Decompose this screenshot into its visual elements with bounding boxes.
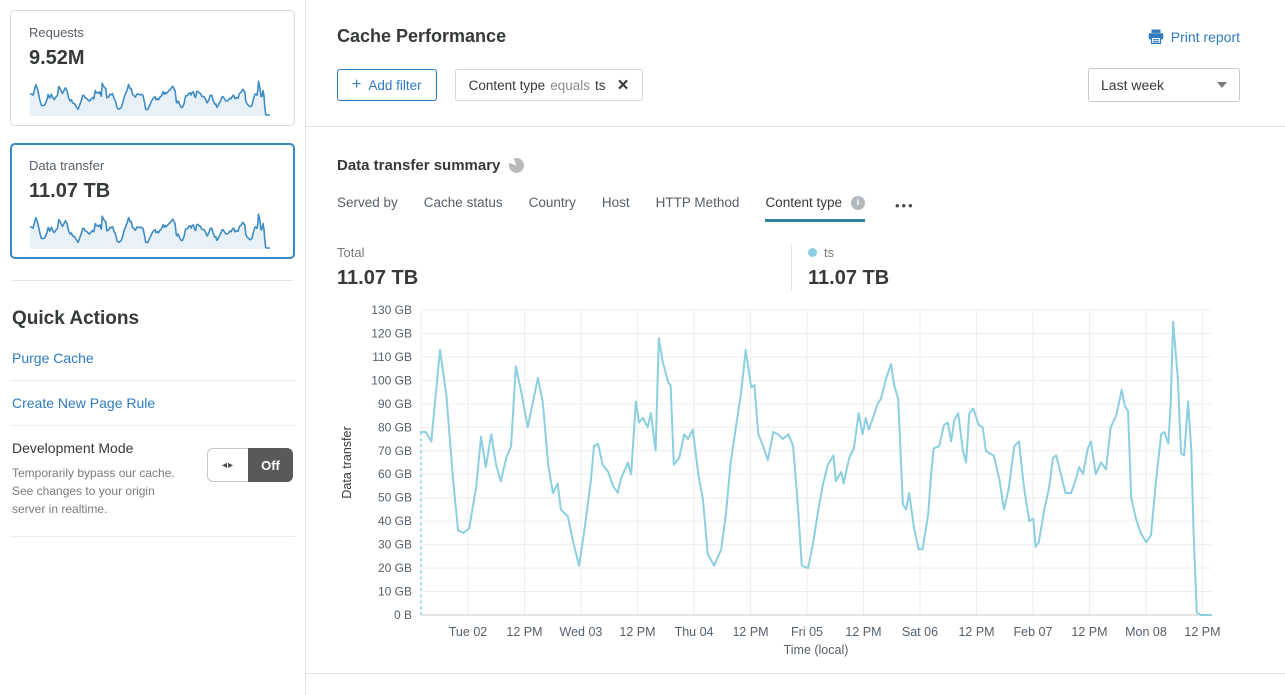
sidebar-divider [12,280,293,281]
info-icon[interactable]: i [851,195,865,210]
summary-stats: Total 11.07 TB ts 11.07 TB [337,245,1240,290]
tabs-more-icon[interactable]: ••• [895,198,915,213]
svg-text:12 PM: 12 PM [958,625,994,639]
svg-text:10 GB: 10 GB [378,585,412,599]
purge-cache-link[interactable]: Purge Cache [10,336,295,381]
tab-served-by[interactable]: Served by [337,195,398,222]
svg-text:12 PM: 12 PM [1071,625,1107,639]
chart-area: 0 B 10 GB 20 GB 30 GB 40 GB 50 GB 60 GB 70 GB 80… [337,300,1240,669]
svg-text:Sat 06: Sat 06 [902,625,938,639]
svg-text:12 PM: 12 PM [619,625,655,639]
svg-text:60 GB: 60 GB [378,467,412,481]
data-transfer-card-value: 11.07 TB [29,180,111,202]
page-title: Cache Performance [337,26,507,46]
filter-chip-value: ts [594,77,606,93]
svg-text:20 GB: 20 GB [378,561,412,575]
page-header: Cache Performance Print report [337,0,1240,47]
tab-label: Country [528,195,576,210]
legend-stat-ts[interactable]: ts 11.07 TB [792,245,889,290]
svg-text:Thu 04: Thu 04 [675,625,714,639]
filter-chip-field: Content type [468,77,546,93]
create-page-rule-link[interactable]: Create New Page Rule [10,381,295,426]
svg-text:90 GB: 90 GB [378,397,412,411]
metric-card-data-transfer[interactable]: Data transfer 11.07 TB [10,143,295,259]
svg-text:100 GB: 100 GB [371,373,412,387]
toggle-arrows-icon[interactable]: ◂▸ [207,448,248,482]
tab-content-type[interactable]: Content type i [765,195,865,222]
svg-text:12 PM: 12 PM [732,625,768,639]
add-filter-label: Add filter [368,77,422,93]
svg-text:Fri 05: Fri 05 [791,625,823,639]
header-divider [306,126,1285,127]
total-stat: Total 11.07 TB [337,245,791,290]
tab-label: Host [601,195,630,210]
chevron-down-icon [1217,82,1227,88]
data-transfer-sparkline-chart [30,213,270,249]
time-range-select[interactable]: Last week [1088,68,1240,102]
printer-icon [1148,29,1164,44]
svg-text:Mon 08: Mon 08 [1125,625,1167,639]
stats-divider [791,245,792,290]
tab-cache-status[interactable]: Cache status [424,195,503,222]
development-mode-toggle[interactable]: ◂▸ Off [207,448,293,482]
svg-text:110 GB: 110 GB [372,350,412,364]
requests-card-value: 9.52M [29,47,85,69]
filter-chip-content-type[interactable]: Content type equals ts × [454,69,643,101]
svg-text:12 PM: 12 PM [506,625,542,639]
svg-text:80 GB: 80 GB [378,420,412,434]
summary-header: Data transfer summary [337,157,1240,174]
svg-text:Data transfer: Data transfer [340,426,354,498]
svg-text:130 GB: 130 GB [371,303,412,317]
svg-text:40 GB: 40 GB [378,514,412,528]
requests-card-label: Requests [29,25,84,40]
filter-chip-operator: equals [550,77,590,93]
filter-chip-close-icon[interactable]: × [617,74,629,96]
data-transfer-card-label: Data transfer [29,158,105,173]
svg-text:Time (local): Time (local) [784,643,849,657]
svg-text:12 PM: 12 PM [845,625,881,639]
tab-label: Content type [765,195,842,210]
time-pie-icon [509,158,525,173]
tab-host[interactable]: Host [602,195,630,222]
legend-dot-ts [808,248,817,257]
svg-text:Wed 03: Wed 03 [560,625,603,639]
svg-text:70 GB: 70 GB [378,444,412,458]
svg-text:120 GB: 120 GB [371,326,412,340]
legend-name-ts: ts [824,245,835,260]
filter-bar: + Add filter Content type equals ts × La… [337,68,1240,102]
main-panel: Cache Performance Print report + Add fi [306,0,1285,674]
tab-country[interactable]: Country [529,195,576,222]
add-filter-button[interactable]: + Add filter [337,69,437,101]
summary-title: Data transfer summary [337,157,501,174]
development-mode-section: Development Mode Temporarily bypass our … [10,426,295,537]
svg-text:0 B: 0 B [394,608,412,622]
bottom-divider [306,673,1285,674]
svg-text:50 GB: 50 GB [378,491,412,505]
legend-value-ts: 11.07 TB [808,267,890,289]
development-mode-title: Development Mode [12,440,134,456]
sidebar: Requests 9.52M Data transfer 11.07 TB Qu… [0,0,306,695]
print-report-label: Print report [1170,28,1240,45]
svg-text:Tue 02: Tue 02 [449,625,488,639]
tab-http-method[interactable]: HTTP Method [656,195,740,222]
svg-text:12 PM: 12 PM [1184,625,1220,639]
metric-card-requests[interactable]: Requests 9.52M [10,10,295,126]
print-report-button[interactable]: Print report [1148,29,1240,45]
requests-sparkline-chart [30,80,270,116]
svg-text:30 GB: 30 GB [378,538,412,552]
tab-label: Served by [337,195,398,210]
time-range-selected-value: Last week [1101,77,1165,93]
tab-label: HTTP Method [655,195,740,210]
total-label: Total [337,245,365,260]
data-transfer-line-chart[interactable]: 0 B 10 GB 20 GB 30 GB 40 GB 50 GB 60 GB 70 GB 80… [337,300,1227,664]
summary-tabs: Served by Cache status Country Host HTTP… [337,195,1240,222]
development-mode-description: Temporarily bypass our cache. See change… [12,466,175,516]
toggle-state-label[interactable]: Off [248,448,293,482]
plus-icon: + [352,76,362,93]
svg-text:Feb 07: Feb 07 [1014,625,1053,639]
total-value: 11.07 TB [337,267,419,289]
tab-label: Cache status [423,195,503,210]
quick-actions-heading: Quick Actions [12,308,140,329]
